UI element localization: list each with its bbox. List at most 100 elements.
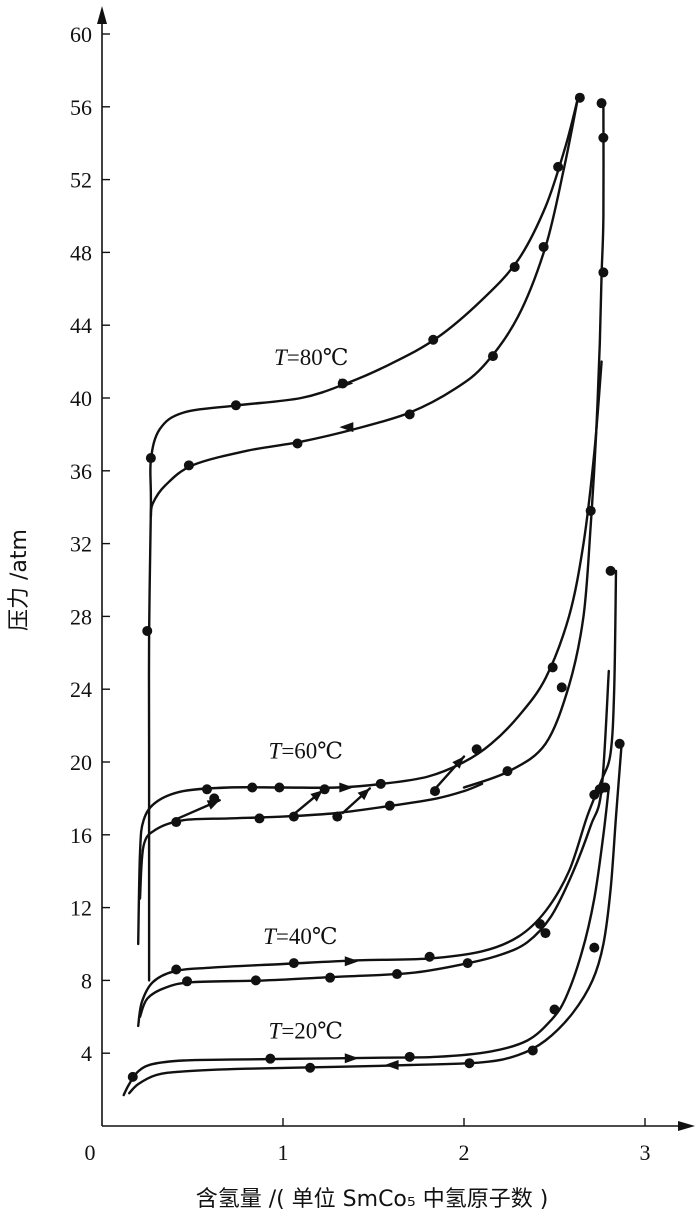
data-point-80c bbox=[502, 766, 513, 777]
data-point-80c bbox=[428, 334, 439, 345]
direction-arrowhead bbox=[339, 782, 354, 793]
y-tick-label: 44 bbox=[70, 313, 92, 338]
data-point-60c bbox=[430, 786, 441, 797]
curve-60c-desorption bbox=[138, 782, 484, 900]
data-point-80c bbox=[598, 267, 609, 278]
data-point-80c bbox=[404, 409, 415, 420]
series-label-value: =20℃ bbox=[281, 1019, 343, 1044]
direction-arrowhead bbox=[339, 422, 354, 433]
y-tick-label: 12 bbox=[70, 896, 92, 921]
curve-80c-desorption bbox=[149, 96, 580, 518]
data-point-40c bbox=[325, 972, 336, 983]
data-point-20c bbox=[600, 782, 611, 793]
data-point-80c bbox=[596, 98, 607, 109]
y-tick-label: 48 bbox=[70, 240, 92, 265]
direction-arrowhead bbox=[384, 1060, 399, 1071]
data-point-40c bbox=[589, 789, 600, 800]
data-point-20c bbox=[404, 1051, 415, 1062]
y-tick-label: 16 bbox=[70, 823, 92, 848]
hysteresis-arrowhead bbox=[357, 788, 370, 801]
data-point-60c bbox=[201, 784, 212, 795]
curve-20c-absorption bbox=[122, 786, 610, 1097]
y-tick-label: 40 bbox=[70, 386, 92, 411]
series-label-40c: T=40℃ bbox=[263, 924, 338, 949]
curve-60c-absorption bbox=[137, 360, 603, 946]
x-tick-label: 1 bbox=[278, 1140, 289, 1165]
curve-40c-absorption bbox=[137, 569, 618, 1028]
axes bbox=[97, 6, 695, 1131]
data-point-60c bbox=[547, 662, 558, 673]
data-point-60c bbox=[471, 744, 482, 755]
x-axis-arrowhead bbox=[678, 1121, 695, 1131]
x-tick-label: 2 bbox=[459, 1140, 470, 1165]
data-point-80c bbox=[556, 682, 567, 693]
direction-arrowhead bbox=[339, 378, 354, 389]
series-labels: T=80℃T=60℃T=40℃T=20℃ bbox=[263, 345, 348, 1043]
series-label-20c: T=20℃ bbox=[269, 1019, 344, 1044]
y-tick-label: 8 bbox=[81, 968, 92, 993]
direction-arrowhead bbox=[344, 1053, 359, 1064]
y-axis-arrowhead bbox=[97, 6, 107, 24]
data-point-80c bbox=[487, 351, 498, 362]
series-label-value: =80℃ bbox=[287, 345, 349, 370]
hysteresis-arrowhead bbox=[206, 800, 220, 810]
data-point-40c bbox=[182, 976, 193, 987]
data-point-40c bbox=[605, 565, 616, 576]
data-point-60c bbox=[375, 778, 386, 789]
data-point-80c bbox=[142, 625, 153, 636]
y-tick-label: 36 bbox=[70, 459, 92, 484]
data-point-60c bbox=[247, 782, 258, 793]
data-point-80c bbox=[292, 438, 303, 449]
series-label-var: T bbox=[269, 738, 284, 763]
data-point-20c bbox=[589, 942, 600, 953]
series-label-var: T bbox=[269, 1019, 284, 1044]
x-axis-title: 含氢量 /( 单位 SmCo₅ 中氢原子数 ) bbox=[196, 1187, 549, 1212]
x-tick-label: 3 bbox=[640, 1140, 651, 1165]
x-ticks: 0 1 2 3 bbox=[85, 1118, 651, 1165]
curve-80c-absorption bbox=[147, 96, 580, 982]
curve-40c-desorption bbox=[138, 669, 610, 1018]
data-point-80c bbox=[145, 453, 156, 464]
data-point-40c bbox=[288, 958, 299, 969]
y-tick-label: 20 bbox=[70, 750, 92, 775]
y-tick-label: 52 bbox=[70, 168, 92, 193]
data-point-40c bbox=[250, 975, 261, 986]
series-label-60c: T=60℃ bbox=[269, 738, 344, 763]
data-point-40c bbox=[535, 918, 546, 929]
data-point-20c bbox=[265, 1053, 276, 1064]
data-point-60c bbox=[384, 800, 395, 811]
series-label-80c: T=80℃ bbox=[274, 345, 349, 370]
data-point-80c bbox=[230, 400, 241, 411]
y-tick-label: 60 bbox=[70, 22, 92, 47]
direction-arrows bbox=[176, 378, 466, 1071]
data-point-80c bbox=[509, 261, 520, 272]
data-point-60c bbox=[288, 811, 299, 822]
data-point-40c bbox=[171, 964, 182, 975]
curve-20c-desorption bbox=[127, 744, 623, 1095]
data-point-80c bbox=[574, 92, 585, 103]
series-label-value: =60℃ bbox=[281, 738, 343, 763]
data-point-20c bbox=[127, 1071, 138, 1082]
data-point-20c bbox=[549, 1004, 560, 1015]
data-point-40c bbox=[424, 951, 435, 962]
hysteresis-arrowhead bbox=[452, 756, 464, 769]
y-tick-label: 28 bbox=[70, 604, 92, 629]
series-label-value: =40℃ bbox=[276, 924, 338, 949]
y-tick-label: 4 bbox=[81, 1041, 92, 1066]
data-point-80c bbox=[553, 161, 564, 172]
data-point-80c bbox=[538, 241, 549, 252]
data-point-40c bbox=[392, 969, 403, 980]
data-point-20c bbox=[464, 1058, 475, 1069]
data-point-20c bbox=[527, 1045, 538, 1056]
hysteresis-arrowhead bbox=[310, 790, 323, 802]
x-tick-label: 0 bbox=[85, 1140, 96, 1165]
data-point-40c bbox=[540, 928, 551, 939]
data-point-60c bbox=[254, 813, 265, 824]
series-label-var: T bbox=[263, 924, 278, 949]
data-point-60c bbox=[274, 782, 285, 793]
data-point-80c bbox=[183, 460, 194, 471]
y-tick-label: 24 bbox=[70, 677, 92, 702]
y-axis-title: 压力 /atm bbox=[7, 529, 32, 631]
data-points bbox=[127, 92, 625, 1082]
